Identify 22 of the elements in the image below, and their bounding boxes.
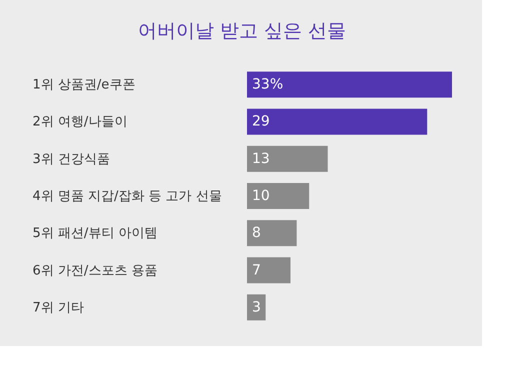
data-label: 7 <box>252 262 261 278</box>
y-tick-label: 1위 상품권/e쿠폰 <box>32 78 136 93</box>
y-tick-label: 6위 가전/스포츠 용품 <box>32 263 158 278</box>
y-tick-label: 2위 여행/나들이 <box>32 114 128 130</box>
bar <box>247 146 328 172</box>
bar <box>247 257 290 284</box>
data-label: 33% <box>252 76 284 93</box>
bar <box>247 220 297 246</box>
y-tick-label: 3위 건강식품 <box>32 152 110 167</box>
data-label: 13 <box>252 150 270 167</box>
bar <box>247 108 428 135</box>
chart-title: 어버이날 받고 싶은 선물 <box>138 20 346 42</box>
data-label: 3 <box>252 299 261 316</box>
bar <box>247 294 266 320</box>
y-tick-label: 7위 기타 <box>32 300 84 316</box>
data-label: 8 <box>252 225 261 242</box>
y-tick-label: 4위 명품 지갑/잡화 등 고가 선물 <box>32 189 222 204</box>
bar <box>247 183 310 209</box>
bar <box>247 72 452 98</box>
data-label: 29 <box>252 114 270 130</box>
data-label: 10 <box>252 188 270 204</box>
y-tick-label: 5위 패션/뷰티 아이템 <box>32 226 158 242</box>
